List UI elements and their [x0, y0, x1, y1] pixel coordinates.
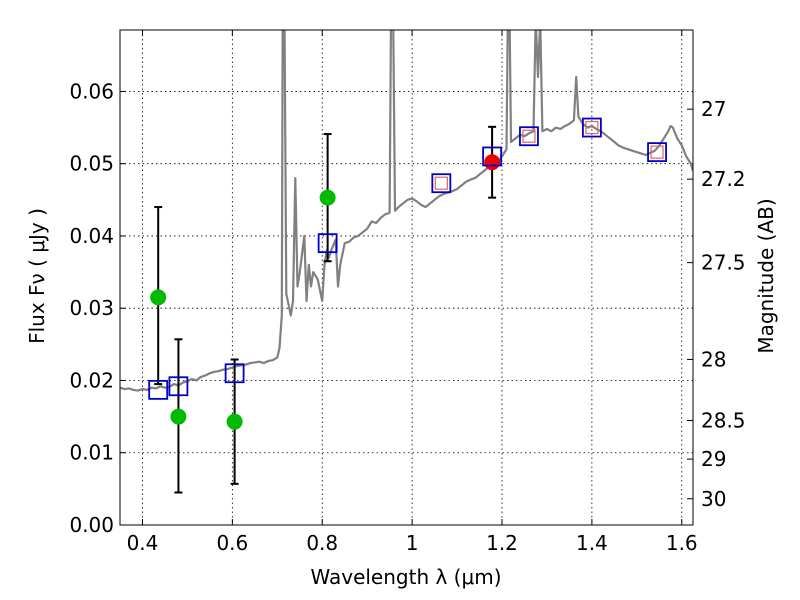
y-tick-label: 0.00: [69, 513, 114, 537]
sed-layer: [120, 30, 693, 392]
y-tick-label: 0.05: [69, 152, 114, 176]
y2-tick-label: 29: [701, 447, 726, 471]
model-photometry-square: [168, 376, 189, 397]
y-tick-label: 0.03: [69, 296, 114, 320]
model-photometry-square: [647, 142, 667, 163]
model-layer: [148, 117, 667, 400]
sed-model-line: [120, 30, 693, 392]
y-axis-flux: 0.00 0.01 0.02 0.03 0.04 0.05 0.06: [69, 79, 126, 537]
y-tick-label: 0.04: [69, 224, 114, 248]
x-tick-label: 0.6: [216, 531, 248, 555]
y-tick-label: 0.06: [69, 79, 114, 103]
observed-point: [484, 154, 501, 171]
y2-tick-label: 28.5: [701, 409, 746, 433]
y-axis-title: Flux Fν ( μJy ): [25, 208, 49, 344]
model-photometry-inner-square: [650, 145, 664, 159]
x-tick-label: 0.8: [306, 531, 338, 555]
model-photometry-inner-square: [522, 129, 536, 143]
observed-point: [226, 413, 243, 430]
x-tick-label: 1.2: [486, 531, 518, 555]
model-photometry-square: [431, 173, 452, 194]
y2-tick-label: 28: [701, 347, 726, 371]
plot-area: [120, 30, 693, 494]
model-photometry-square: [148, 379, 169, 400]
plot-frame: [119, 29, 694, 526]
y2-tick-label: 30: [701, 487, 726, 511]
x-tick-label: 1: [406, 531, 419, 555]
model-photometry-square: [224, 363, 245, 384]
model-photometry-square: [519, 126, 539, 147]
observed-point: [150, 289, 167, 306]
y2-tick-label: 27.2: [701, 167, 746, 191]
y-axis-magnitude: 27 27.2 27.5 28 28.5 29 30: [687, 97, 746, 511]
model-photometry-square: [317, 233, 338, 254]
model-photometry-inner-square: [434, 176, 448, 190]
x-tick-label: 0.4: [127, 531, 159, 555]
observed-point: [319, 189, 336, 206]
x-tick-label: 1.6: [666, 531, 698, 555]
x-tick-label: 1.4: [576, 531, 608, 555]
model-photometry-square: [482, 146, 503, 167]
y-tick-label: 0.01: [69, 441, 114, 465]
model-photometry-inner-square: [585, 120, 599, 135]
x-axis-title: Wavelength λ (μm): [310, 565, 501, 589]
observed-layer: [150, 154, 501, 430]
y2-tick-label: 27.5: [701, 251, 746, 275]
model-photometry-square: [581, 117, 602, 138]
grid-lines: [120, 30, 693, 525]
observed-point: [170, 408, 187, 425]
y-tick-label: 0.02: [69, 368, 114, 392]
x-axis: 0.4 0.6 0.8 1 1.2 1.4 1.6: [127, 30, 698, 555]
y2-tick-label: 27: [701, 97, 726, 121]
y2-axis-title: Magnitude (AB): [754, 198, 778, 353]
